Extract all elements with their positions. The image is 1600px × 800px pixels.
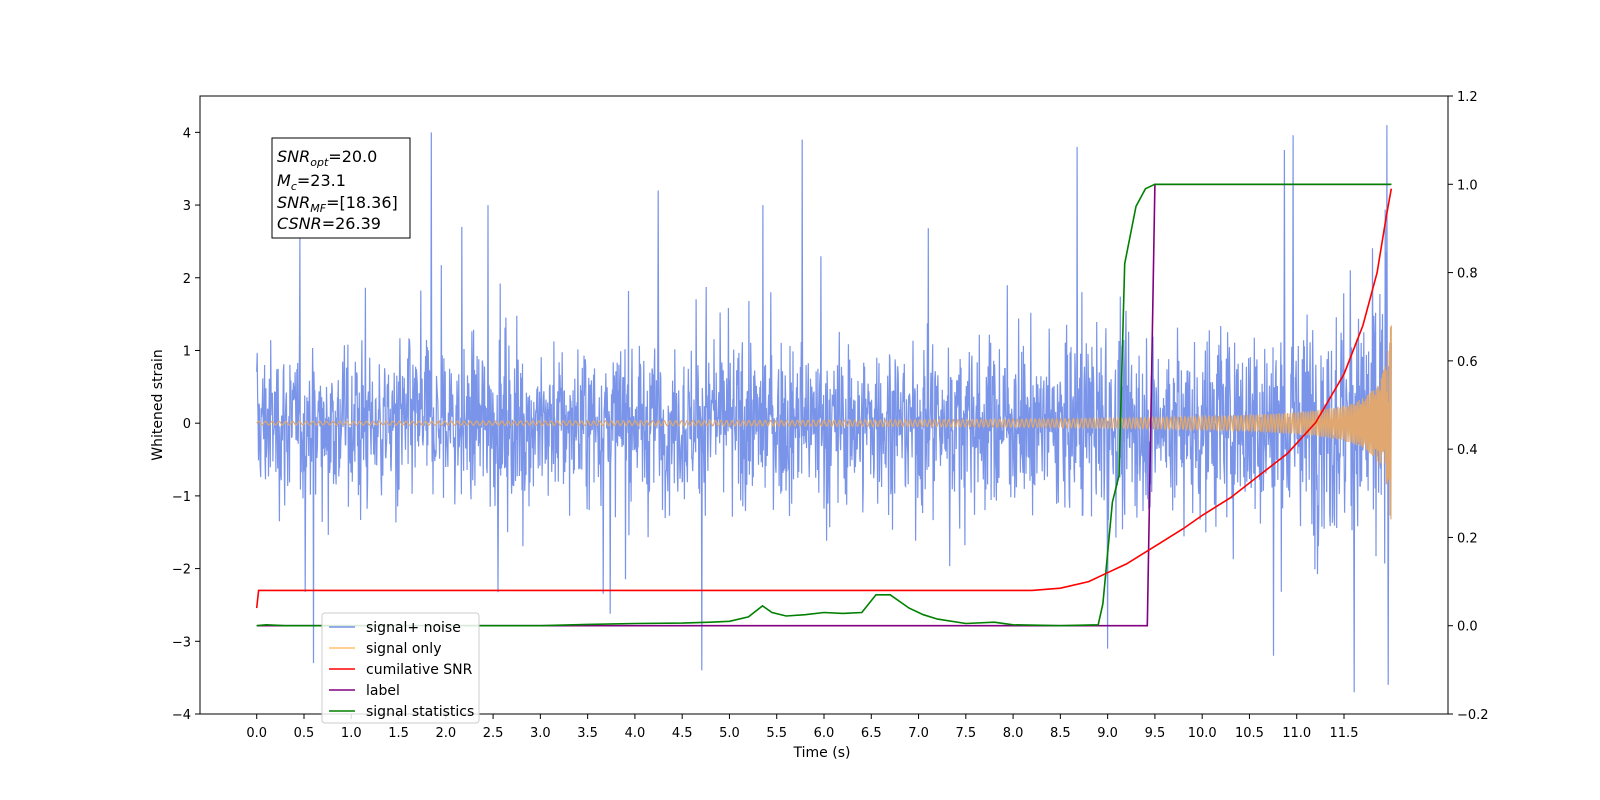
x-tick-label: 2.5 xyxy=(483,726,504,741)
info-csnr: CSNR=26.39 xyxy=(277,214,381,233)
y-tick-label: 2 xyxy=(183,272,191,287)
y2-tick-label: 1.2 xyxy=(1457,90,1478,105)
x-tick-label: 0.5 xyxy=(294,726,315,741)
x-tick-label: 6.0 xyxy=(814,726,835,741)
x-tick-label: 2.0 xyxy=(435,726,456,741)
x-tick-label: 7.5 xyxy=(955,726,976,741)
series-signal-noise xyxy=(256,125,1392,693)
legend-label: signal+ noise xyxy=(366,620,461,636)
x-tick-label: 8.0 xyxy=(1003,726,1024,741)
y-tick-label: 0 xyxy=(183,417,191,432)
y2-tick-label: 0.6 xyxy=(1457,355,1478,370)
y-axis-label: Whitened strain xyxy=(150,349,166,460)
y2-tick-label: −0.2 xyxy=(1457,708,1489,723)
x-tick-label: 9.5 xyxy=(1145,726,1166,741)
x-tick-label: 6.5 xyxy=(861,726,882,741)
series-signal-statistics xyxy=(256,183,1392,627)
x-tick-label: 1.5 xyxy=(388,726,409,741)
x-tick-label: 4.0 xyxy=(625,726,646,741)
x-tick-label: 1.0 xyxy=(341,726,362,741)
x-tick-label: 3.5 xyxy=(577,726,598,741)
y2-tick-label: 0.0 xyxy=(1457,620,1478,635)
x-tick-label: 10.0 xyxy=(1188,726,1217,741)
legend-frame xyxy=(321,612,480,724)
x-tick-label: 0.0 xyxy=(246,726,267,741)
x-tick-label: 7.0 xyxy=(908,726,929,741)
y-axis-ticks: 4 3 2 1 0 −1 −2 −3 −4 xyxy=(172,126,200,723)
y2-tick-label: 0.2 xyxy=(1457,531,1478,546)
info-mc: Mc=23.1 xyxy=(277,171,346,193)
x-tick-label: 10.5 xyxy=(1235,726,1264,741)
x-tick-label: 11.5 xyxy=(1330,726,1359,741)
y-tick-label: −3 xyxy=(172,635,191,650)
x-tick-label: 11.0 xyxy=(1282,726,1311,741)
x-tick-label: 5.0 xyxy=(719,726,740,741)
info-snr-opt: SNRopt=20.0 xyxy=(277,147,377,169)
info-snr-mf: SNRMF=[18.36] xyxy=(277,193,398,215)
x-tick-label: 5.5 xyxy=(766,726,787,741)
y2-tick-label: 1.0 xyxy=(1457,178,1478,193)
info-box: SNRopt=20.0 Mc=23.1 SNRMF=[18.36] CSNR=2… xyxy=(271,137,411,239)
y-tick-label: −1 xyxy=(172,490,191,505)
y2-tick-label: 0.4 xyxy=(1457,443,1478,458)
x-tick-label: 8.5 xyxy=(1050,726,1071,741)
series-cumilative-snr xyxy=(255,188,1393,609)
x-axis-label: Time (s) xyxy=(793,745,851,761)
y2-tick-label: 0.8 xyxy=(1457,267,1478,282)
x-tick-label: 3.0 xyxy=(530,726,551,741)
y-tick-label: −2 xyxy=(172,563,191,578)
legend: signal+ noise signal only cumilative SNR la… xyxy=(321,612,480,724)
plot-area xyxy=(255,125,1393,693)
y-tick-label: −4 xyxy=(172,708,191,723)
x-tick-label: 4.5 xyxy=(672,726,693,741)
series-signal-only xyxy=(256,325,1392,520)
legend-label: signal only xyxy=(366,641,441,657)
info-box-frame xyxy=(271,137,411,239)
y-tick-label: 3 xyxy=(183,199,191,214)
y-tick-label: 4 xyxy=(183,126,191,141)
y-tick-label: 1 xyxy=(183,344,191,359)
y2-axis-ticks: 1.2 1.0 0.8 0.6 0.4 0.2 0.0 −0.2 xyxy=(1448,90,1489,723)
legend-label: label xyxy=(366,683,400,699)
legend-label: signal statistics xyxy=(366,704,474,720)
legend-label: cumilative SNR xyxy=(366,662,473,678)
x-tick-label: 9.0 xyxy=(1097,726,1118,741)
x-axis-ticks: 0.0 0.5 1.0 1.5 2.0 2.5 3.0 3.5 4.0 4.5 5.0 5.5 6.0 6… xyxy=(246,714,1358,741)
